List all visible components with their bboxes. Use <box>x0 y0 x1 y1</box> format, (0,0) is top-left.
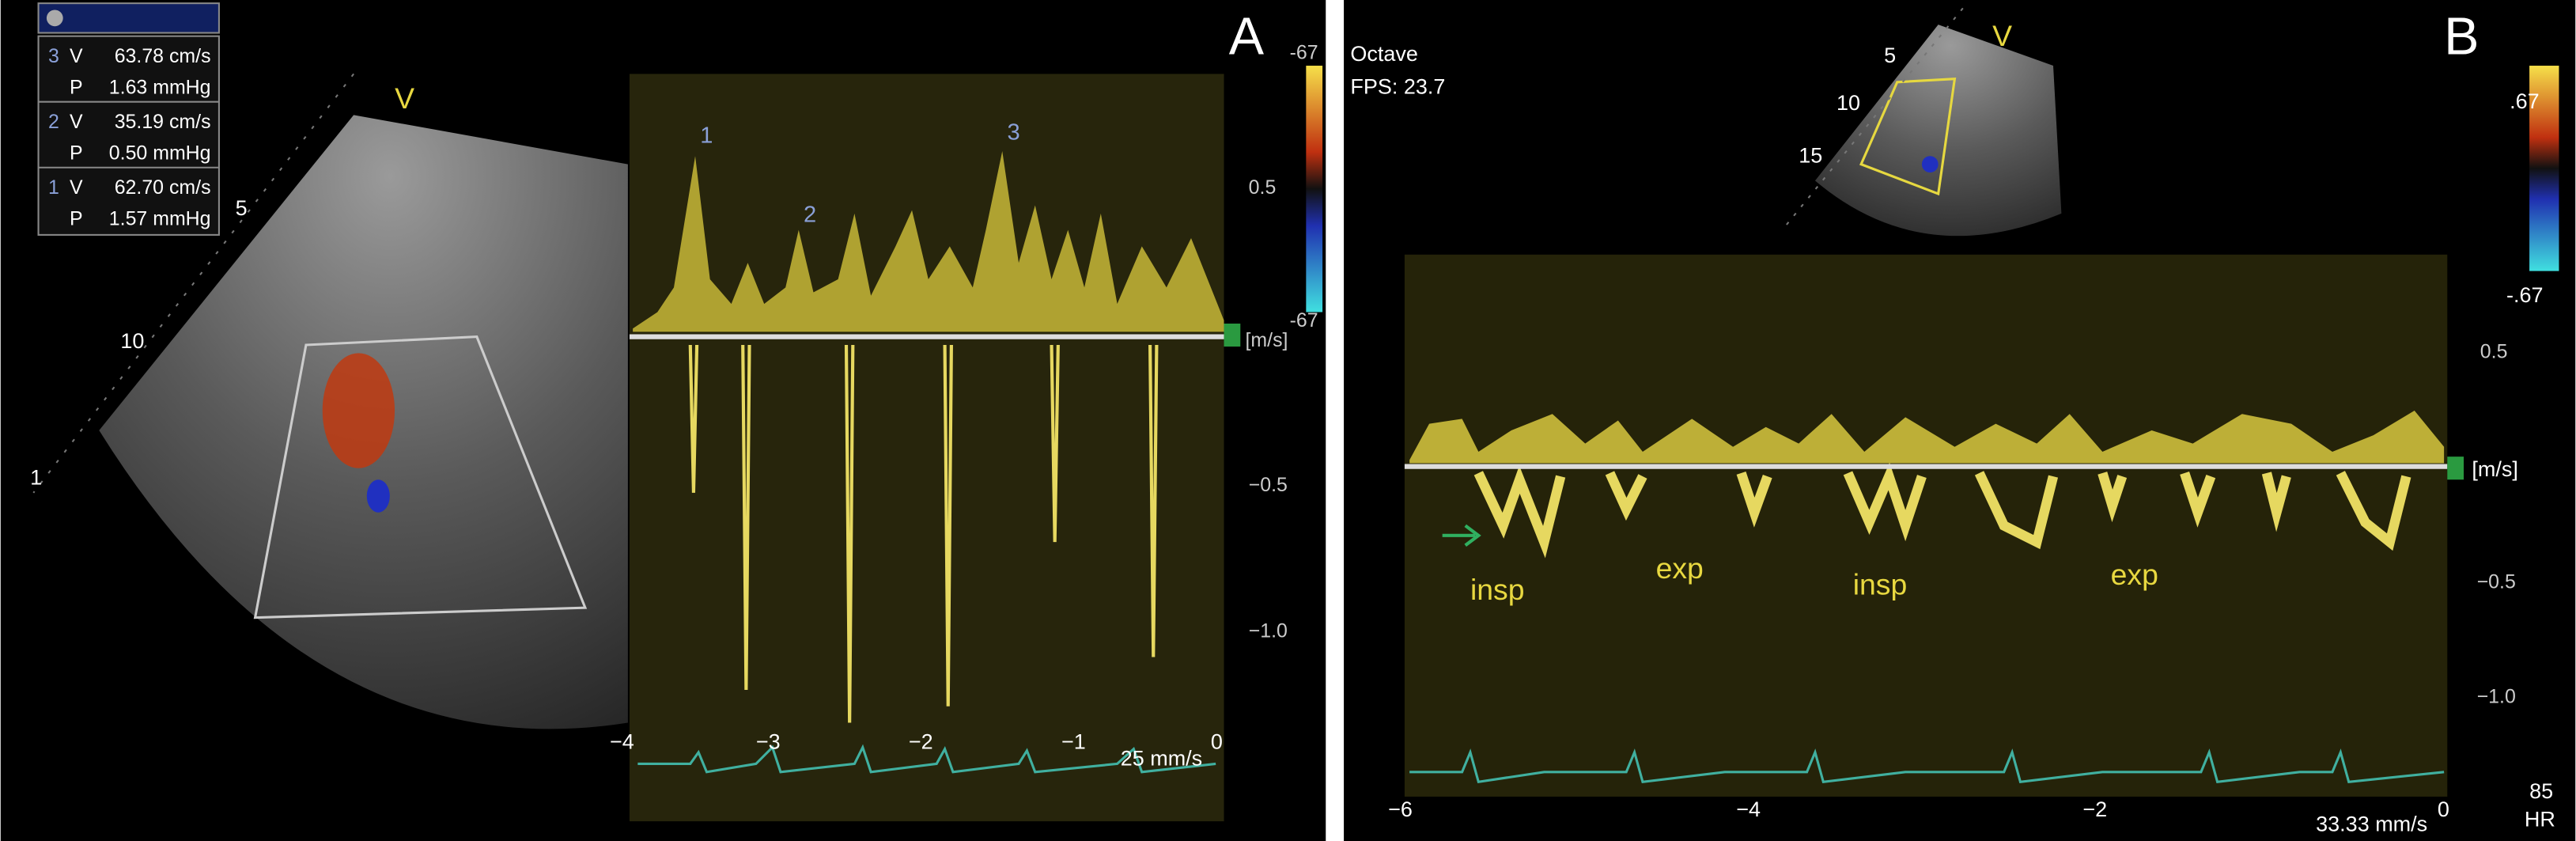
velocity-unit: [m/s] <box>1246 329 1288 351</box>
time-tick: −4 <box>1736 797 1761 821</box>
depth-mark: 5 <box>1884 44 1896 67</box>
time-tick: 0 <box>1211 730 1223 754</box>
sector-image <box>1814 25 2062 237</box>
color-flow <box>1921 156 1939 172</box>
baseline-marker <box>2447 456 2464 480</box>
measurement-key: V <box>70 45 83 67</box>
velocity-tick: −0.5 <box>2477 570 2516 593</box>
measurement-index: 1 <box>48 176 59 199</box>
depth-scale <box>32 73 354 494</box>
measurement-value: 1.63 mmHg <box>109 76 211 98</box>
depth-scale <box>1781 7 1964 231</box>
measurement-index: 3 <box>48 45 59 67</box>
baseline-marker <box>1224 324 1241 347</box>
sample-box <box>1859 77 1957 196</box>
annotation: exp <box>1656 551 1704 585</box>
velocity-tick: −0.5 <box>1249 474 1288 496</box>
measurement-key: P <box>70 207 83 229</box>
measurement-panel <box>37 35 220 236</box>
time-tick: −1 <box>1061 730 1086 754</box>
color-flow <box>322 353 395 468</box>
color-scale-bottom: -67 <box>1290 309 1318 331</box>
doppler-spectrum <box>1409 411 2445 464</box>
time-tick: −6 <box>1388 797 1413 821</box>
cursor-label: 1 <box>700 123 713 149</box>
color-scale-bottom: -.67 <box>2506 283 2544 307</box>
measurement-key: P <box>70 142 83 164</box>
toolbar-icon <box>46 9 63 27</box>
heart-rate: 85 <box>2529 779 2553 803</box>
measurement-value: 62.70 cm/s <box>115 176 211 199</box>
color-box <box>253 335 588 619</box>
measurement-value: 0.50 mmHg <box>109 142 211 164</box>
color-scale-top: .67 <box>2510 89 2540 113</box>
cursor-label: 2 <box>804 202 816 227</box>
doppler-spectrum <box>688 344 1159 723</box>
velocity-tick: 0.5 <box>1249 176 1277 199</box>
toolbar <box>37 2 220 34</box>
sector-label: V <box>395 81 414 115</box>
panel-label: B <box>2444 8 2479 66</box>
doppler-spectrum <box>633 151 1224 332</box>
measurement-key: P <box>70 76 83 98</box>
cursor-label: 3 <box>1007 119 1019 145</box>
measurement-index: 2 <box>48 111 59 133</box>
ecg-trace <box>637 744 1216 774</box>
annotation: insp <box>1470 573 1525 606</box>
depth-mark: 10 <box>1836 91 1860 115</box>
sweep-speed: 25 mm/s <box>1121 746 1202 770</box>
panel-label: A <box>1229 8 1265 66</box>
time-tick: −2 <box>909 730 933 754</box>
time-tick: −4 <box>610 730 634 754</box>
heart-rate-label: HR <box>2525 807 2555 831</box>
color-flow <box>366 479 390 513</box>
depth-mark: 15 <box>1799 144 1822 168</box>
header-text: Octave <box>1350 42 1418 66</box>
spectral-display <box>629 74 1224 822</box>
measurement-value: 35.19 cm/s <box>115 111 211 133</box>
depth-mark: 10 <box>120 329 144 353</box>
time-tick: −3 <box>756 730 781 754</box>
sector-label: V <box>1992 19 2012 52</box>
measurement-value: 63.78 cm/s <box>115 45 211 67</box>
measurement-key: V <box>70 176 83 199</box>
velocity-unit: [m/s] <box>2472 457 2517 481</box>
depth-mark: 1 <box>30 465 42 489</box>
ecg-trace <box>1409 748 2445 784</box>
measurement-value: 1.57 mmHg <box>109 207 211 229</box>
time-tick: −2 <box>2082 797 2107 821</box>
velocity-tick: 0.5 <box>2480 341 2508 363</box>
color-scale <box>2529 66 2559 271</box>
spectral-display <box>1404 254 2448 797</box>
annotation: insp <box>1853 568 1908 601</box>
annotation: exp <box>2111 558 2158 591</box>
sweep-speed: 33.33 mm/s <box>2316 813 2427 836</box>
color-scale-top: -67 <box>1290 42 1318 64</box>
doppler-spectrum <box>1473 462 2411 559</box>
color-scale <box>1306 66 1323 313</box>
measurement-key: V <box>70 111 83 133</box>
depth-mark: 5 <box>236 196 248 220</box>
velocity-tick: −1.0 <box>2477 686 2516 708</box>
header-text: FPS: 23.7 <box>1350 74 1445 98</box>
arrow <box>1442 524 1481 547</box>
velocity-tick: −1.0 <box>1249 620 1288 642</box>
time-tick: 0 <box>2438 797 2449 821</box>
